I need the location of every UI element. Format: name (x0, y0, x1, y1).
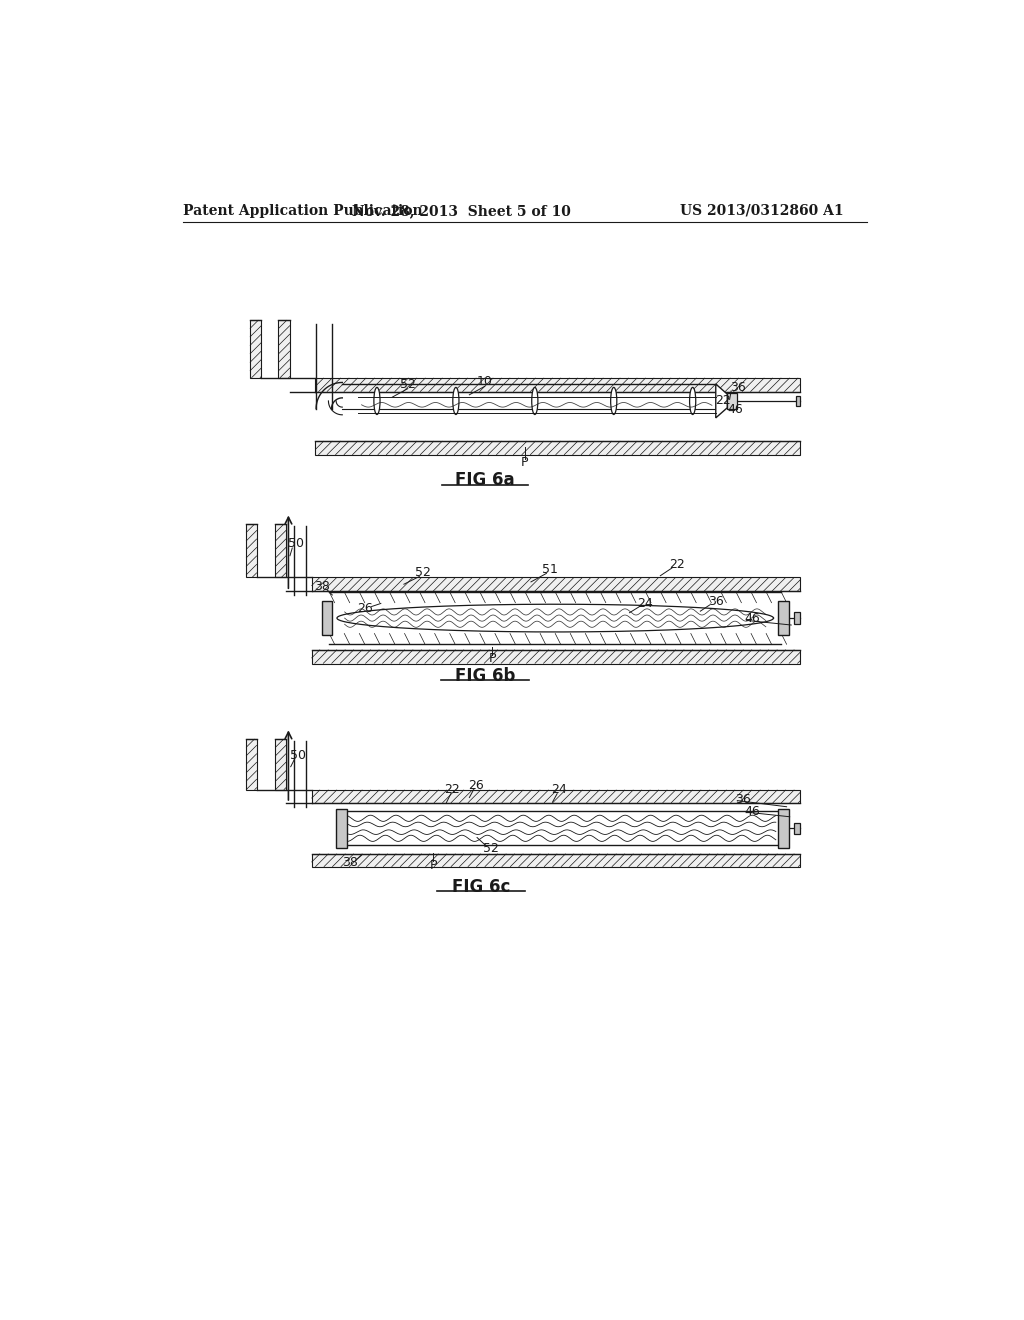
Text: 26: 26 (468, 779, 483, 792)
Bar (796, 396, 801, 407)
Text: Nov. 28, 2013  Sheet 5 of 10: Nov. 28, 2013 Sheet 5 of 10 (352, 203, 571, 218)
Text: 46: 46 (727, 403, 742, 416)
Bar (315, 441, 801, 455)
Polygon shape (716, 384, 727, 418)
Text: Patent Application Publication: Patent Application Publication (183, 203, 423, 218)
Text: FIG 6b: FIG 6b (455, 667, 515, 685)
Text: 24: 24 (637, 597, 652, 610)
Ellipse shape (531, 387, 538, 414)
Text: 10: 10 (477, 375, 493, 388)
Bar (246, 739, 257, 789)
Text: 52: 52 (483, 842, 499, 855)
Text: P: P (521, 455, 528, 469)
Text: 51: 51 (543, 564, 558, 576)
Bar (727, 393, 736, 409)
Bar (311, 649, 801, 664)
Text: 46: 46 (744, 612, 761, 626)
Text: 22: 22 (716, 393, 731, 407)
Text: 38: 38 (313, 579, 330, 593)
Text: US 2013/0312860 A1: US 2013/0312860 A1 (680, 203, 844, 218)
Text: 50: 50 (288, 537, 304, 550)
Ellipse shape (689, 387, 695, 414)
Text: P: P (488, 652, 497, 665)
Text: 24: 24 (551, 783, 566, 796)
Bar (275, 524, 286, 577)
Ellipse shape (374, 387, 380, 414)
Text: FIG 6c: FIG 6c (452, 878, 510, 896)
Text: 22: 22 (444, 783, 461, 796)
Text: 26: 26 (357, 602, 374, 615)
Bar (778, 601, 788, 635)
Bar (279, 321, 290, 378)
Bar (246, 524, 257, 577)
Bar (795, 612, 801, 624)
Ellipse shape (453, 387, 459, 414)
Bar (311, 854, 801, 867)
Text: 36: 36 (730, 381, 745, 395)
Text: 46: 46 (744, 805, 761, 818)
Text: 52: 52 (399, 378, 416, 391)
Ellipse shape (610, 387, 616, 414)
Text: 38: 38 (342, 855, 358, 869)
Bar (795, 822, 801, 834)
Bar (311, 577, 801, 591)
Text: 50: 50 (291, 748, 306, 762)
Bar (778, 809, 788, 847)
Bar (275, 739, 286, 789)
Bar (250, 321, 261, 378)
Bar (322, 601, 333, 635)
Bar (311, 789, 801, 803)
Text: 22: 22 (670, 558, 685, 572)
Text: 52: 52 (415, 566, 431, 579)
Text: 36: 36 (735, 792, 751, 805)
Text: P: P (429, 859, 437, 871)
Bar (315, 378, 801, 392)
Text: 36: 36 (708, 595, 724, 609)
Text: FIG 6a: FIG 6a (455, 471, 515, 490)
Bar (336, 809, 347, 847)
